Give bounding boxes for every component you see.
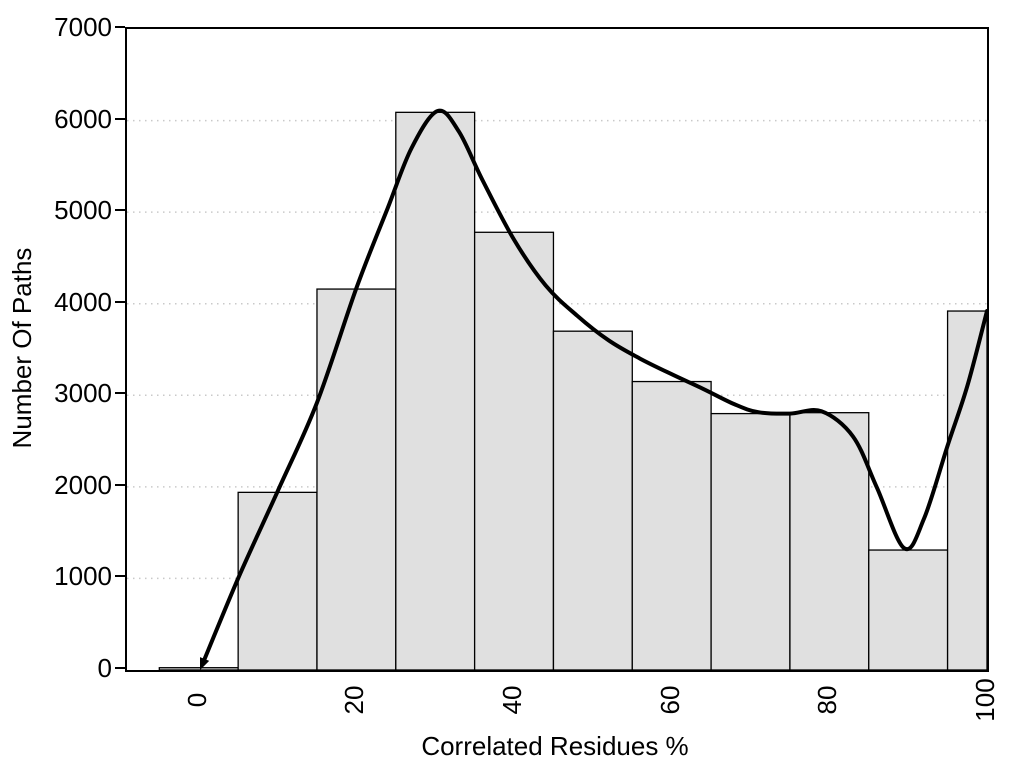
y-tick-label: 7000 — [54, 12, 112, 42]
histogram-bar — [710, 412, 791, 670]
plot-canvas — [127, 108, 987, 670]
y-tick-mark — [115, 483, 125, 486]
histogram-bar — [789, 412, 870, 670]
x-axis-title: Correlated Residues % — [421, 731, 689, 761]
y-tick-mark — [115, 392, 125, 395]
y-tick-mark — [115, 575, 125, 578]
histogram-bar — [552, 330, 633, 670]
curve-arrowhead — [200, 657, 210, 670]
histogram-bar — [237, 491, 318, 670]
x-tick-label: 100 — [970, 678, 1000, 722]
plot-area — [125, 27, 989, 672]
histogram-bar — [946, 310, 987, 670]
density-curve — [200, 108, 987, 666]
y-tick-label: 5000 — [54, 195, 112, 226]
histogram-bar — [395, 111, 476, 670]
y-tick-label: 4000 — [54, 286, 112, 317]
y-tick-label: 2000 — [54, 469, 112, 500]
y-tick-mark — [115, 117, 125, 120]
y-tick-mark — [115, 209, 125, 212]
y-tick-label: 1000 — [54, 561, 112, 592]
y-tick-label: 0 — [97, 653, 112, 683]
y-tick-label: 3000 — [54, 378, 112, 409]
histogram-bar — [473, 231, 555, 670]
y-tick-label: 6000 — [54, 103, 112, 134]
y-tick-mark — [115, 667, 125, 669]
histogram-bar — [868, 549, 949, 670]
x-tick-label: 0 — [181, 692, 212, 708]
x-tick-label: 40 — [497, 685, 528, 715]
y-tick-mark — [115, 300, 125, 303]
y-axis-title: Number Of Paths — [7, 247, 37, 449]
x-tick-label: 80 — [812, 685, 843, 715]
x-tick-label: 20 — [339, 685, 370, 715]
x-tick-label: 60 — [654, 685, 685, 715]
histogram-bar — [316, 288, 397, 670]
y-tick-mark — [115, 26, 125, 28]
histogram-bar — [631, 380, 712, 670]
